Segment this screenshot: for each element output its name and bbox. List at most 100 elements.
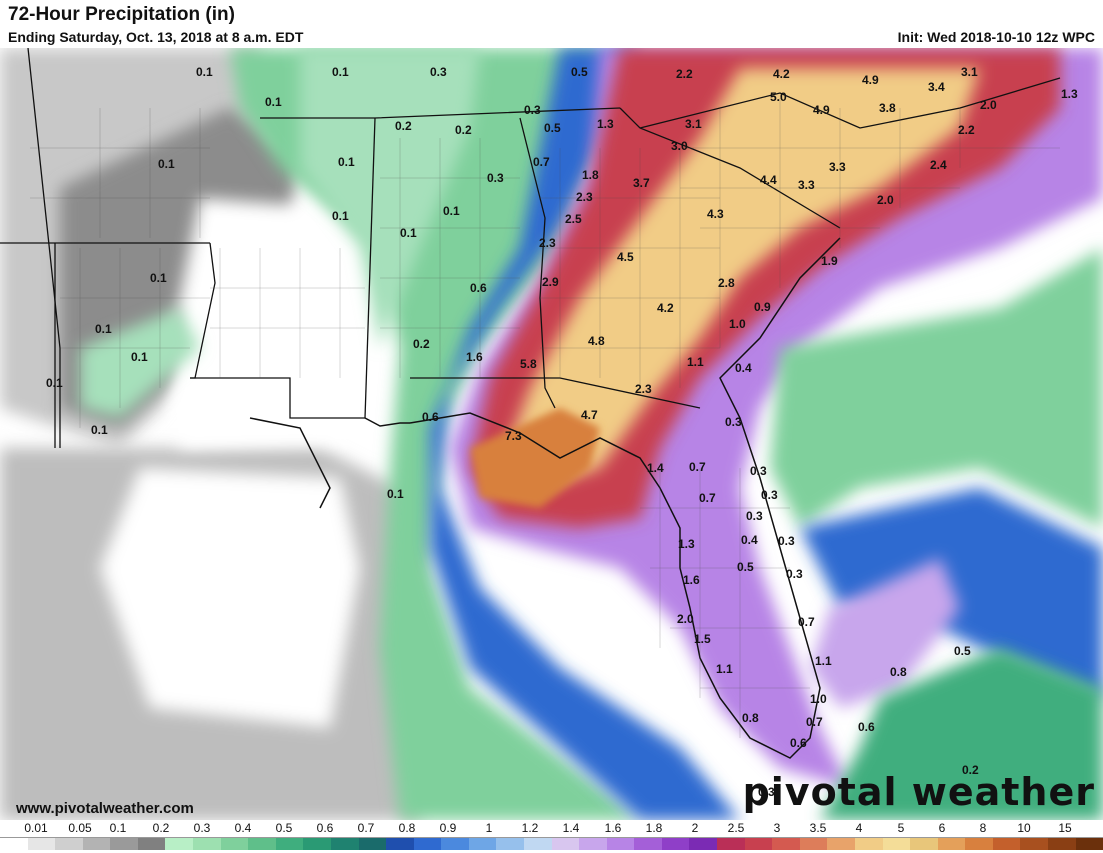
value-label: 1.3 (597, 117, 614, 131)
value-label: 2.3 (576, 190, 593, 204)
value-label: 0.1 (46, 376, 63, 390)
value-label: 0.8 (890, 665, 907, 679)
legend-label: 1.6 (604, 821, 622, 835)
value-label: 0.7 (689, 460, 706, 474)
value-label: 0.2 (962, 763, 979, 777)
map-header: 72-Hour Precipitation (in) Ending Saturd… (0, 0, 1103, 48)
brand-logo: pivotal weather (742, 770, 1095, 814)
legend-swatch (55, 838, 83, 850)
legend-swatch (413, 838, 442, 850)
model-init-time: Init: Wed 2018-10-10 12z WPC (897, 29, 1095, 45)
value-label: 0.6 (858, 720, 875, 734)
legend-swatch (110, 838, 138, 850)
legend-label: 8 (979, 821, 987, 835)
legend-label: 3.5 (809, 821, 827, 835)
value-label: 0.1 (338, 155, 355, 169)
value-label: 1.4 (647, 461, 664, 475)
legend-label: 0.9 (439, 821, 457, 835)
value-label: 0.2 (413, 337, 430, 351)
value-label: 4.2 (657, 301, 674, 315)
legend-swatch (551, 838, 580, 850)
value-label: 0.3 (725, 415, 742, 429)
legend-label: 5 (897, 821, 905, 835)
value-label: 4.4 (760, 173, 777, 187)
value-label: 4.5 (617, 250, 634, 264)
value-label: 1.3 (678, 537, 695, 551)
value-label: 0.7 (806, 715, 823, 729)
legend-swatch (137, 838, 166, 850)
legend-label: 0.6 (316, 821, 334, 835)
value-label: 2.3 (539, 236, 556, 250)
value-label: 0.5 (571, 65, 588, 79)
legend-swatch (799, 838, 828, 850)
legend-swatch (744, 838, 773, 850)
value-label: 0.1 (332, 65, 349, 79)
website-url: www.pivotalweather.com (16, 800, 194, 817)
legend-swatch (523, 838, 552, 850)
legend-label: 1.2 (521, 821, 539, 835)
value-label: 2.0 (677, 612, 694, 626)
precipitation-map: 0.1 0.1 0.3 0.5 2.2 4.2 4.9 3.1 0.1 3.4 … (0, 48, 1103, 820)
value-label: 0.7 (533, 155, 550, 169)
value-label: 0.4 (735, 361, 752, 375)
value-label: 0.3 (778, 534, 795, 548)
legend-swatch (27, 838, 56, 850)
value-label: 2.2 (676, 67, 693, 81)
legend-swatch (220, 838, 249, 850)
legend-swatch (496, 838, 524, 850)
value-label: 5.8 (520, 357, 537, 371)
legend-label: 0.5 (275, 821, 293, 835)
legend-swatch (193, 838, 221, 850)
value-label: 2.0 (980, 98, 997, 112)
shading-orange-core (470, 408, 600, 508)
legend-swatch (634, 838, 662, 850)
value-label: 2.2 (958, 123, 975, 137)
shading-white-ms (170, 198, 380, 448)
county-lines (30, 98, 1060, 738)
legend-label: 0.7 (357, 821, 375, 835)
legend-label: 3 (773, 821, 781, 835)
value-label: 4.2 (773, 67, 790, 81)
value-label: 1.0 (729, 317, 746, 331)
legend-label: 2 (691, 821, 699, 835)
value-label: 0.1 (150, 271, 167, 285)
value-label: 0.6 (790, 736, 807, 750)
value-label: 0.7 (699, 491, 716, 505)
value-label: 3.0 (671, 139, 688, 153)
shading-atlantic-green (770, 248, 1103, 528)
value-label: 4.9 (862, 73, 879, 87)
value-label: 1.9 (821, 254, 838, 268)
legend-swatch (248, 838, 276, 850)
value-label: 0.7 (798, 615, 815, 629)
value-label: 0.1 (131, 350, 148, 364)
value-label: 4.3 (707, 207, 724, 221)
legend-label: 0.1 (109, 821, 127, 835)
legend-swatch (358, 838, 387, 850)
value-label: 2.5 (565, 212, 582, 226)
value-label: 1.6 (683, 573, 700, 587)
value-label: 1.0 (810, 692, 827, 706)
map-title: 72-Hour Precipitation (in) (8, 4, 235, 25)
legend-label: 1.4 (562, 821, 580, 835)
value-label: 0.3 (758, 785, 775, 799)
legend-swatch (854, 838, 883, 850)
value-label: 0.3 (524, 103, 541, 117)
legend-swatch (579, 838, 607, 850)
value-label: 0.1 (158, 157, 175, 171)
legend-swatch (937, 838, 966, 850)
value-label: 2.4 (930, 158, 947, 172)
value-label: 2.0 (877, 193, 894, 207)
legend-swatch (1075, 838, 1103, 850)
legend-label: 0.3 (193, 821, 211, 835)
legend-label: 4 (855, 821, 863, 835)
value-label: 0.3 (761, 488, 778, 502)
value-label: 1.6 (466, 350, 483, 364)
legend-label: 1.8 (645, 821, 663, 835)
value-label: 0.5 (544, 121, 561, 135)
legend-label: 10 (1017, 821, 1031, 835)
shading-atlantic-teal (820, 648, 1103, 820)
legend-swatch (330, 838, 359, 850)
value-label: 4.7 (581, 408, 598, 422)
precipitation-map-svg: 0.1 0.1 0.3 0.5 2.2 4.2 4.9 3.1 0.1 3.4 … (0, 48, 1103, 820)
value-label: 1.5 (694, 632, 711, 646)
